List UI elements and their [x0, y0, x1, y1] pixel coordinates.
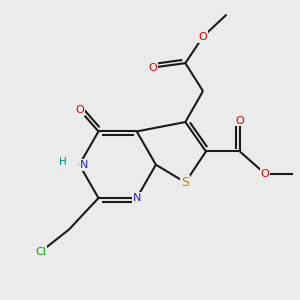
- Text: O: O: [260, 169, 269, 178]
- Text: Cl: Cl: [36, 247, 46, 256]
- Text: N: N: [133, 193, 141, 203]
- Text: O: O: [75, 105, 84, 115]
- Text: N: N: [80, 160, 88, 170]
- Text: O: O: [148, 63, 157, 73]
- Text: O: O: [236, 116, 244, 126]
- Text: S: S: [181, 176, 189, 189]
- Text: O: O: [199, 32, 207, 42]
- Text: H: H: [59, 157, 67, 167]
